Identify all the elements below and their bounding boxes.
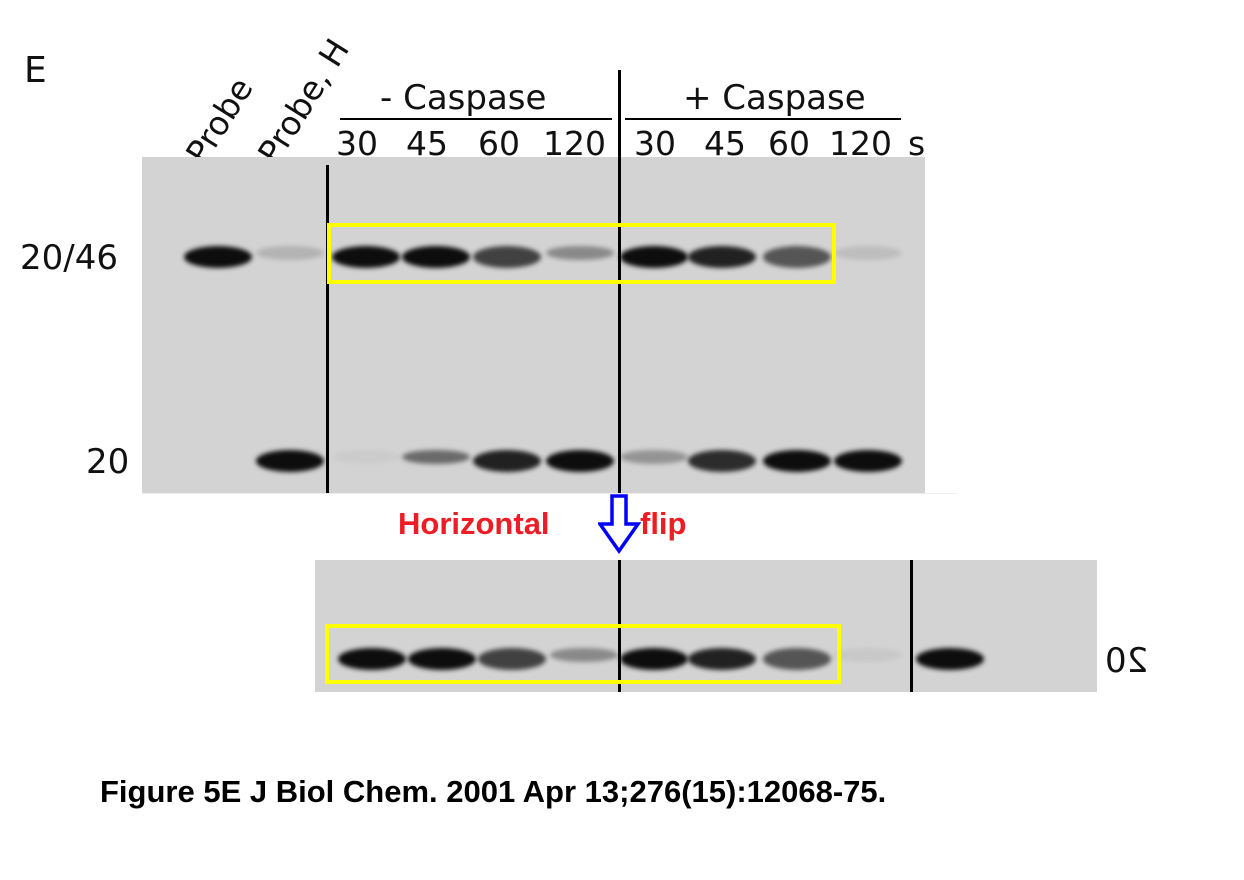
lane-divider xyxy=(326,165,329,493)
mirrored-marker-label: 20 xyxy=(1105,641,1149,681)
gel-band xyxy=(763,246,831,268)
time-label: 120 xyxy=(543,124,606,163)
gel-band xyxy=(688,648,756,670)
gel-band xyxy=(620,648,688,670)
gel-band xyxy=(834,246,902,260)
gel-band xyxy=(256,450,324,472)
group-underline xyxy=(340,118,612,120)
panel-letter: E xyxy=(24,50,47,91)
marker-lower: 20 xyxy=(86,442,130,482)
gel-band xyxy=(402,450,470,464)
gel-bottom-edge xyxy=(142,493,957,494)
lane-label-probe: Probe xyxy=(178,70,261,171)
highlight-box-bottom xyxy=(325,624,841,684)
gel-band xyxy=(550,648,618,662)
figure-caption: Figure 5E J Biol Chem. 2001 Apr 13;276(1… xyxy=(100,774,887,809)
time-label: 60 xyxy=(768,124,810,163)
gel-band xyxy=(763,648,831,670)
time-label: 120 xyxy=(829,124,892,163)
gel-band xyxy=(620,450,688,464)
gel-band xyxy=(478,648,546,670)
gel-band xyxy=(402,246,470,268)
gel-band xyxy=(332,450,400,464)
gel-band xyxy=(688,246,756,268)
gel-band xyxy=(184,246,252,268)
gel-band xyxy=(916,648,984,670)
time-label: 30 xyxy=(336,124,378,163)
lane-divider xyxy=(910,560,913,692)
gel-band xyxy=(473,246,541,268)
group-underline xyxy=(625,118,901,120)
time-unit: s xyxy=(908,124,926,163)
top-gel-image xyxy=(142,157,925,493)
gel-band xyxy=(763,450,831,472)
gel-band xyxy=(256,246,324,260)
group-label-minus-caspase: - Caspase xyxy=(380,78,547,118)
annotation-right: flip xyxy=(640,506,687,541)
gel-band xyxy=(338,648,406,670)
gel-band xyxy=(332,246,400,268)
group-label-plus-caspase: + Caspase xyxy=(683,78,866,118)
gel-band xyxy=(546,450,614,472)
highlight-box-top xyxy=(327,223,836,284)
time-label: 45 xyxy=(406,124,448,163)
marker-upper: 20/46 xyxy=(20,238,118,278)
gel-band xyxy=(834,648,902,662)
gel-band xyxy=(688,450,756,472)
time-label: 45 xyxy=(704,124,746,163)
annotation-left: Horizontal xyxy=(398,506,550,541)
time-label: 30 xyxy=(634,124,676,163)
down-arrow-icon xyxy=(598,494,642,554)
gel-band xyxy=(546,246,614,260)
time-label: 60 xyxy=(478,124,520,163)
gel-band xyxy=(834,450,902,472)
gel-band xyxy=(473,450,541,472)
gel-band xyxy=(620,246,688,268)
gel-band xyxy=(408,648,476,670)
